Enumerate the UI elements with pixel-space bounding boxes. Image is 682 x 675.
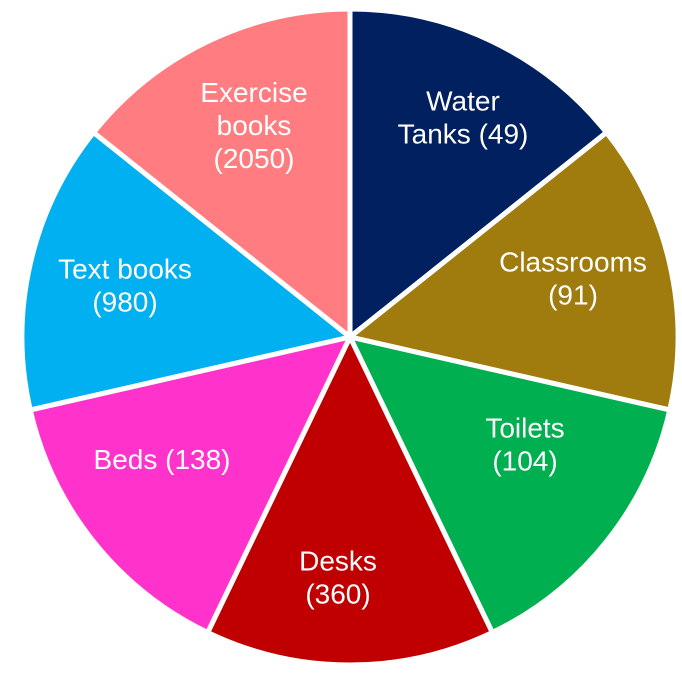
slice-label-line: Classrooms	[499, 247, 647, 278]
slice-label-line: (980)	[92, 287, 157, 318]
slice-label-toilets: Toilets (104)	[485, 413, 564, 477]
slice-label-line: (360)	[305, 579, 370, 610]
pie-slice-water-tanks	[347, 6, 610, 343]
slice-label-water-tanks: Water Tanks (49)	[398, 86, 529, 150]
pie-slice-beds	[27, 333, 355, 636]
slice-label-beds: Beds (138)	[94, 444, 231, 475]
slice-label-line: (104)	[492, 446, 557, 477]
slice-label-text-books: Text books (980)	[58, 254, 192, 318]
pie-slice-classrooms	[344, 128, 681, 413]
slice-label-line: (91)	[548, 280, 598, 311]
pie-slice-toilets	[345, 333, 673, 636]
pie-slice-text-books	[19, 128, 356, 413]
pie-slice-desks	[204, 331, 496, 668]
slice-label-classrooms: Classrooms (91)	[499, 247, 647, 311]
slice-label-line: Tanks (49)	[398, 119, 529, 150]
slice-label-line: Beds (138)	[94, 444, 231, 475]
slice-label-line: Exercise	[200, 77, 307, 108]
slice-label-line: (2050)	[214, 143, 295, 174]
slice-label-line: Toilets	[485, 413, 564, 444]
slice-label-line: Desks	[299, 546, 377, 577]
slice-label-exercise-books: Exercise books (2050)	[200, 77, 307, 174]
slice-label-desks: Desks (360)	[299, 546, 377, 610]
slice-label-line: Text books	[58, 254, 192, 285]
slice-label-line: books	[217, 110, 292, 141]
slice-label-line: Water	[426, 86, 500, 117]
pie-slice-exercise-books	[90, 6, 353, 343]
